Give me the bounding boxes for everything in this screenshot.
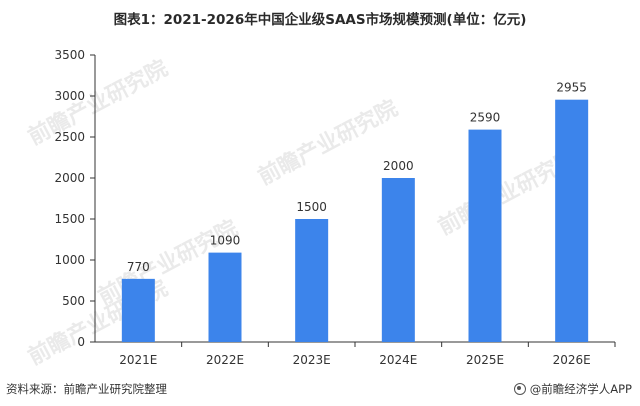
data-label: 1090 <box>210 234 241 248</box>
bar <box>555 99 589 342</box>
x-tick-label: 2026E <box>553 353 591 367</box>
y-tick-label: 1000 <box>54 253 85 267</box>
x-tick-label: 2021E <box>119 353 157 367</box>
y-tick-label: 2500 <box>54 130 85 144</box>
source-note: 资料来源：前瞻产业研究院整理 <box>6 382 167 396</box>
data-label: 2590 <box>470 111 501 125</box>
x-tick-label: 2022E <box>206 353 244 367</box>
x-tick-label: 2024E <box>379 353 417 367</box>
y-tick-label: 1500 <box>54 212 85 226</box>
bar <box>468 129 502 342</box>
data-label: 2955 <box>556 81 587 95</box>
brand-credit: @前瞻经济学人APP <box>513 381 632 397</box>
brand-text: @前瞻经济学人APP <box>529 382 632 396</box>
data-label: 770 <box>127 260 150 274</box>
x-tick-label: 2023E <box>293 353 331 367</box>
x-tick-label: 2025E <box>466 353 504 367</box>
bar <box>208 252 242 342</box>
y-tick-label: 3000 <box>54 89 85 103</box>
data-label: 1500 <box>296 200 327 214</box>
qianzhan-logo-icon <box>513 383 526 395</box>
bar <box>121 278 155 342</box>
bar <box>381 178 415 342</box>
y-tick-label: 500 <box>62 294 85 308</box>
y-tick-label: 3500 <box>54 48 85 62</box>
bar <box>295 219 329 342</box>
chart-title: 图表1：2021-2026年中国企业级SAAS市场规模预测(单位：亿元) <box>113 12 527 28</box>
y-tick-label: 2000 <box>54 171 85 185</box>
data-label: 2000 <box>383 159 414 173</box>
y-tick-label: 0 <box>77 335 85 349</box>
